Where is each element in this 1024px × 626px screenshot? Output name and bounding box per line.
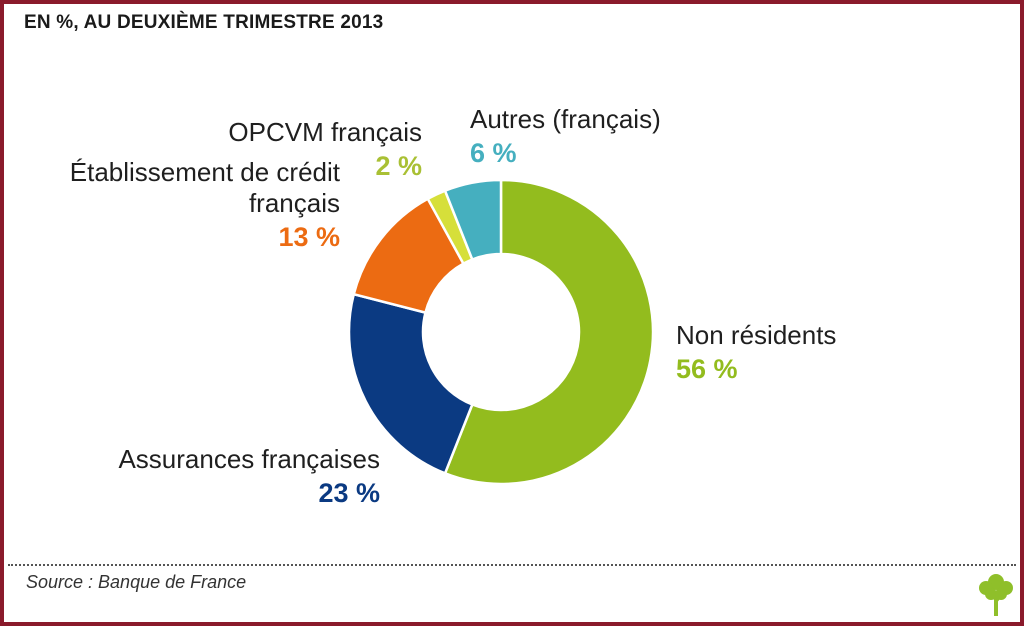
- slice-value-label-2: 23 %: [318, 478, 380, 508]
- donut-slice-2: [347, 292, 474, 475]
- slice-value-label-5: 6 %: [470, 138, 517, 168]
- slice-label-4: OPCVM français: [228, 117, 422, 147]
- source-note: Source : Banque de France: [26, 572, 247, 592]
- tree-icon: [979, 574, 1013, 616]
- slice-label-5: Autres (français): [470, 104, 661, 134]
- slice-label-3: français: [249, 188, 340, 218]
- donut-slice-5: [443, 178, 503, 262]
- slice-value-label-4: 2 %: [375, 151, 422, 181]
- slice-label-3: Établissement de crédit: [70, 157, 341, 187]
- slice-label-2: Assurances françaises: [118, 444, 380, 474]
- donut-chart: Non résidents 56 % Assurances françaises 23…: [70, 104, 837, 508]
- donut-slice-1: [443, 178, 655, 486]
- footer-divider: [8, 564, 1016, 566]
- slice-value-label-1: 56 %: [676, 354, 738, 384]
- chart-title: EN %, AU DEUXIÈME TRIMESTRE 2013: [24, 12, 384, 33]
- slice-value-label-3: 13 %: [278, 222, 340, 252]
- slice-label-1: Non résidents: [676, 320, 836, 350]
